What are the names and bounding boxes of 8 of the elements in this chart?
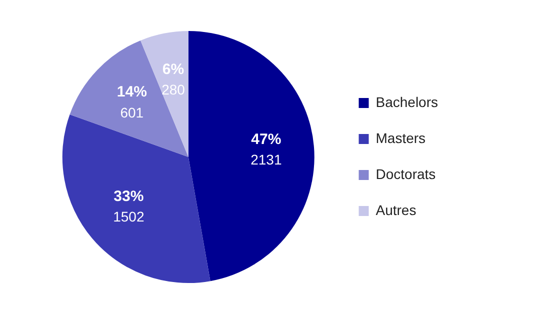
data-label: 14% 601 (116, 84, 147, 120)
data-label: 33% 1502 (113, 188, 144, 225)
legend-label: Masters (376, 130, 426, 146)
legend-label: Autres (376, 202, 416, 218)
legend-label: Doctorats (376, 166, 436, 182)
data-label: 6% 280 (162, 61, 186, 98)
data-label: 47% 2131 (250, 130, 282, 168)
legend-label: Bachelors (376, 94, 438, 110)
